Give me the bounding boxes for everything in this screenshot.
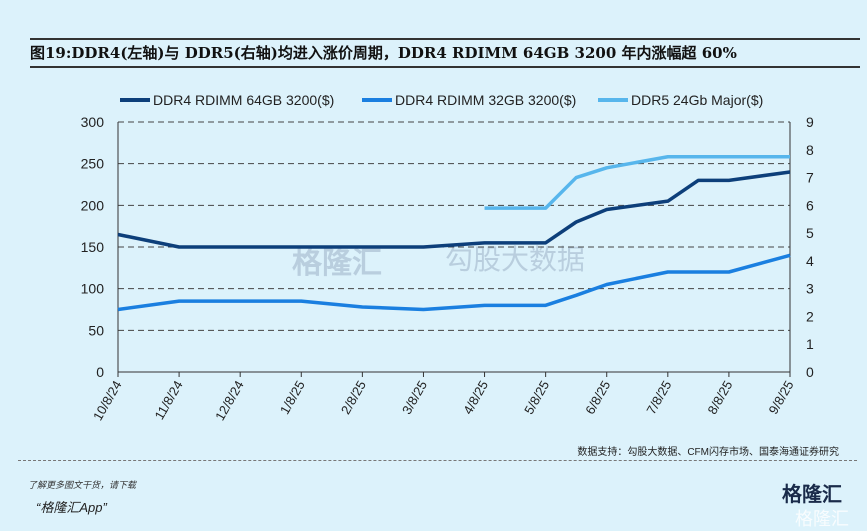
left-tick-label: 300 bbox=[81, 114, 105, 130]
series-line-0 bbox=[118, 172, 790, 247]
series-line-2 bbox=[485, 157, 790, 208]
x-tick-label: 1/8/25 bbox=[277, 378, 308, 417]
x-tick-label: 12/8/24 bbox=[212, 378, 247, 423]
x-tick-label: 9/8/25 bbox=[766, 378, 797, 417]
x-tick-label: 7/8/25 bbox=[643, 378, 674, 417]
series-line-1 bbox=[118, 255, 790, 309]
right-tick-label: 1 bbox=[806, 336, 814, 352]
left-tick-label: 250 bbox=[81, 156, 105, 172]
legend-label: DDR5 24Gb Major($) bbox=[631, 92, 763, 108]
x-tick-label: 3/8/25 bbox=[399, 378, 430, 417]
x-tick-label: 5/8/25 bbox=[521, 378, 552, 417]
x-tick-label: 6/8/25 bbox=[582, 378, 613, 417]
x-tick-label: 10/8/24 bbox=[90, 378, 125, 423]
right-tick-label: 4 bbox=[806, 253, 814, 269]
right-tick-label: 2 bbox=[806, 308, 814, 324]
right-tick-label: 6 bbox=[806, 197, 814, 213]
source-note: 数据支持：勾股大数据、CFM闪存市场、国泰海通证券研究 bbox=[577, 443, 839, 458]
x-tick-label: 11/8/24 bbox=[151, 378, 185, 422]
legend-label: DDR4 RDIMM 64GB 3200($) bbox=[153, 92, 334, 108]
left-tick-label: 100 bbox=[81, 281, 105, 297]
download-prompt: 了解更多图文干货，请下载 bbox=[28, 478, 136, 491]
brand-logo: 格隆汇 bbox=[782, 478, 842, 507]
left-tick-label: 150 bbox=[81, 239, 105, 255]
right-tick-label: 3 bbox=[806, 281, 814, 297]
x-tick-label: 4/8/25 bbox=[460, 378, 491, 417]
right-tick-label: 9 bbox=[806, 114, 814, 130]
right-tick-label: 8 bbox=[806, 142, 814, 158]
brand-watermark: 格隆汇 bbox=[795, 505, 849, 531]
right-tick-label: 7 bbox=[806, 170, 814, 186]
x-tick-label: 2/8/25 bbox=[338, 378, 369, 417]
left-tick-label: 200 bbox=[81, 197, 105, 213]
right-tick-label: 0 bbox=[806, 364, 814, 380]
right-tick-label: 5 bbox=[806, 225, 814, 241]
app-name: “格隆汇App” bbox=[36, 497, 107, 516]
legend-label: DDR4 RDIMM 32GB 3200($) bbox=[395, 92, 576, 108]
left-tick-label: 0 bbox=[96, 364, 104, 380]
divider bbox=[18, 460, 857, 461]
left-tick-label: 50 bbox=[88, 322, 104, 338]
x-tick-label: 8/8/25 bbox=[704, 378, 735, 417]
